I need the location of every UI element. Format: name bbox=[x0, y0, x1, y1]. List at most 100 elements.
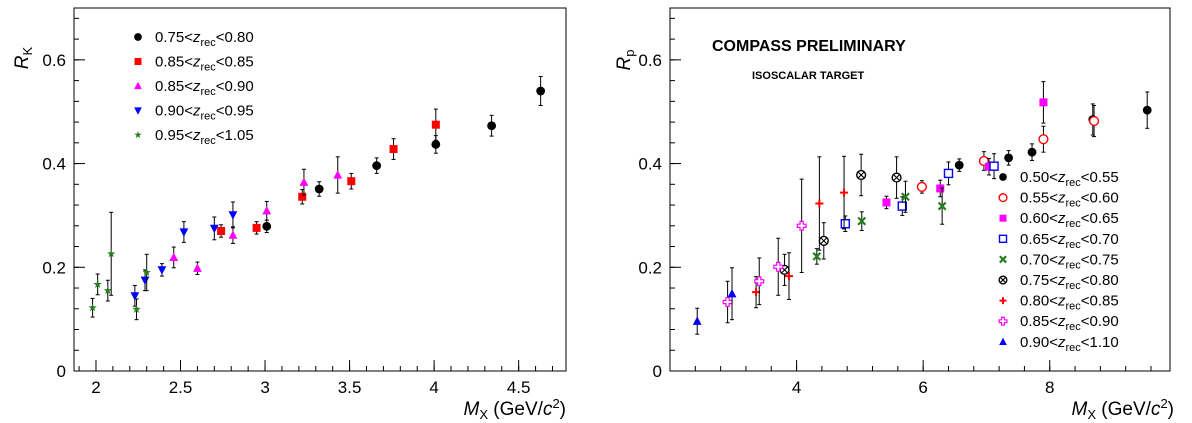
y-tick-label: 0.4 bbox=[638, 155, 662, 174]
data-point bbox=[228, 226, 238, 244]
legend-entry: 0.85<zrec<0.85 bbox=[134, 54, 254, 74]
data-point bbox=[314, 181, 324, 197]
data-point bbox=[936, 179, 945, 198]
legend-entry: 0.65<zrec<0.70 bbox=[998, 231, 1119, 251]
legend-label: 0.90<zrec<1.10 bbox=[1020, 334, 1119, 354]
data-point bbox=[856, 153, 867, 197]
legend-entry: 0.90<zrec<1.10 bbox=[999, 334, 1119, 354]
x-tick-label: 8 bbox=[1045, 378, 1054, 397]
data-point bbox=[262, 219, 272, 234]
data-point bbox=[754, 257, 765, 306]
y-tick-label: 0.4 bbox=[42, 155, 66, 174]
data-point bbox=[722, 280, 733, 324]
banner-isoscalar-target: ISOSCALAR TARGET bbox=[752, 70, 865, 82]
legend-entry: 0.55<zrec<0.60 bbox=[998, 190, 1119, 210]
data-point bbox=[157, 263, 167, 277]
legend-label: 0.75<zrec<0.80 bbox=[155, 29, 254, 49]
y-tick-label: 0.6 bbox=[638, 51, 662, 70]
legend-entry: 0.80<zrec<0.85 bbox=[999, 293, 1119, 313]
legend-entry: 0.95<zrec<1.05 bbox=[134, 127, 254, 147]
data-point bbox=[857, 211, 867, 231]
x-tick-label: 4 bbox=[429, 378, 438, 397]
legend-label: 0.60<zrec<0.65 bbox=[1020, 210, 1119, 230]
left-x-axis-title: MX (GeV/c2) bbox=[464, 396, 566, 422]
legend-label: 0.70<zrec<0.75 bbox=[1020, 251, 1119, 271]
data-point bbox=[299, 168, 309, 196]
data-point bbox=[169, 246, 179, 269]
right-marks bbox=[692, 81, 1152, 335]
legend-label: 0.80<zrec<0.85 bbox=[1020, 293, 1119, 313]
data-point bbox=[103, 279, 112, 302]
data-point bbox=[1004, 150, 1014, 166]
data-point bbox=[784, 252, 793, 300]
y-tick-label: 0.2 bbox=[42, 258, 66, 277]
data-point bbox=[431, 108, 440, 141]
x-tick-label: 3.5 bbox=[338, 378, 362, 397]
y-tick-label: 0 bbox=[57, 362, 66, 381]
data-point bbox=[882, 195, 891, 210]
x-tick-label: 2 bbox=[91, 378, 100, 397]
data-point bbox=[1039, 81, 1048, 124]
data-point bbox=[389, 138, 398, 160]
x-tick-label: 2.5 bbox=[169, 378, 193, 397]
x-tick-label: 6 bbox=[918, 378, 927, 397]
legend-label: 0.85<zrec<0.90 bbox=[155, 78, 254, 98]
data-point bbox=[372, 157, 382, 174]
legend-entry: 0.90<zrec<0.95 bbox=[134, 103, 254, 123]
data-point bbox=[88, 297, 97, 318]
banner-compass-preliminary: COMPASS PRELIMINARY bbox=[712, 38, 906, 55]
data-point bbox=[107, 211, 116, 296]
data-point bbox=[217, 224, 226, 238]
data-point bbox=[209, 216, 219, 241]
data-point bbox=[984, 157, 993, 176]
left-marks bbox=[88, 75, 546, 321]
data-point bbox=[901, 180, 910, 213]
data-point bbox=[1038, 125, 1049, 153]
left-axes: 2 2.5 3 3.5 4 4.5 0 0.2 0.4 0.6 bbox=[42, 17, 553, 397]
legend-label: 0.85<zrec<0.85 bbox=[155, 54, 254, 74]
data-point bbox=[132, 298, 141, 321]
legend-label: 0.95<zrec<1.05 bbox=[155, 127, 254, 147]
data-point bbox=[252, 221, 261, 235]
legend-entry: 0.85<zrec<0.90 bbox=[134, 78, 254, 98]
legend-label: 0.90<zrec<0.95 bbox=[155, 103, 254, 123]
legend-entry: 0.70<zrec<0.75 bbox=[999, 251, 1119, 271]
data-point bbox=[142, 253, 151, 292]
x-tick-label: 3 bbox=[260, 378, 269, 397]
data-point bbox=[937, 187, 947, 225]
y-tick-label: 0.6 bbox=[42, 51, 66, 70]
data-point bbox=[818, 222, 829, 260]
data-point bbox=[1088, 104, 1100, 138]
data-point bbox=[916, 180, 927, 194]
legend-entry: 0.75<zrec<0.80 bbox=[998, 272, 1119, 292]
data-point bbox=[1027, 143, 1037, 161]
legend-label: 0.85<zrec<0.90 bbox=[1020, 313, 1119, 333]
data-point bbox=[347, 172, 356, 190]
data-point bbox=[130, 284, 140, 307]
chart-left: 2 2.5 3 3.5 4 4.5 0 0.2 0.4 0.6 0.75<zrec<0.80 0.8… bbox=[12, 7, 567, 422]
data-point bbox=[193, 261, 202, 276]
y-tick-label: 0.2 bbox=[638, 258, 662, 277]
legend-entry: 0.60<zrec<0.65 bbox=[999, 210, 1119, 230]
data-point bbox=[943, 161, 954, 186]
right-x-axis-title: MX (GeV/c2) bbox=[1072, 396, 1174, 422]
x-tick-label: 4 bbox=[792, 378, 801, 397]
data-point bbox=[796, 178, 807, 273]
right-axes: 4 6 8 0 0.2 0.4 0.6 bbox=[638, 17, 1152, 397]
right-legend: 0.50<zrec<0.550.55<zrec<0.600.60<zrec<0.… bbox=[998, 169, 1119, 354]
left-y-axis-title: RK bbox=[12, 46, 35, 69]
legend-label: 0.65<zrec<0.70 bbox=[1020, 231, 1119, 251]
data-point bbox=[815, 156, 824, 251]
data-point bbox=[1142, 91, 1152, 129]
data-point bbox=[989, 153, 999, 180]
x-tick-label: 4.5 bbox=[507, 378, 531, 397]
data-point bbox=[773, 237, 784, 296]
legend-entry: 0.85<zrec<0.90 bbox=[998, 313, 1119, 333]
data-point bbox=[727, 267, 737, 321]
data-point bbox=[840, 155, 849, 230]
data-point bbox=[954, 158, 964, 172]
legend-entry: 0.75<zrec<0.80 bbox=[134, 29, 254, 49]
chart-right: 4 6 8 0 0.2 0.4 0.6 0.50<zrec<0.550.55<zrec<0.… bbox=[614, 7, 1174, 422]
data-point bbox=[93, 273, 102, 296]
